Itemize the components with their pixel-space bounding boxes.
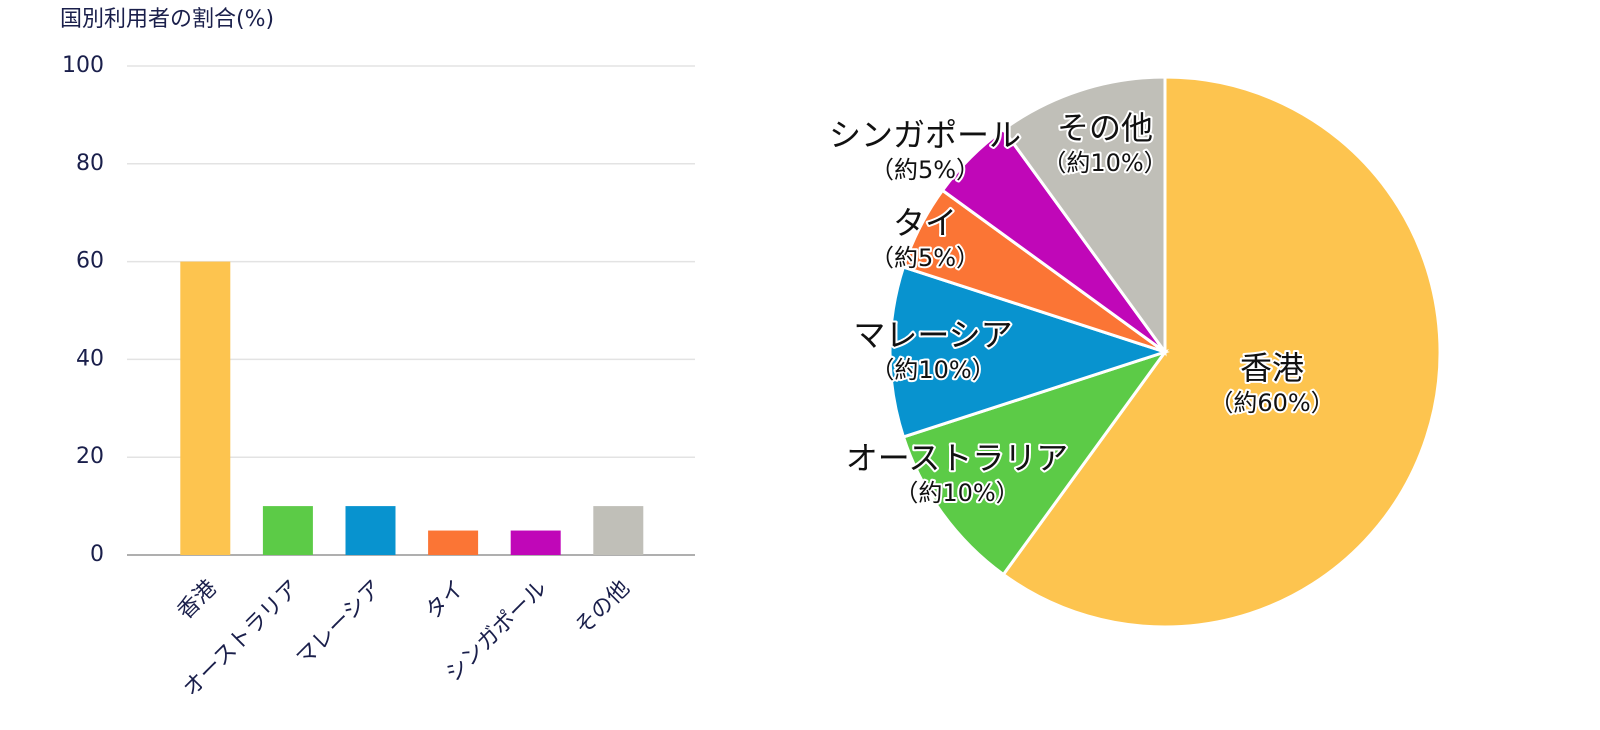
bar [262,506,313,555]
x-tick-label: 香港 [173,576,222,625]
pie-slice [888,265,1170,439]
slice-value-label: （約10%） [870,356,995,384]
x-tick-label: タイ [421,576,470,625]
slice-value-label: （約10%） [894,479,1019,507]
bar [510,530,561,555]
slice-label: その他 [1057,109,1153,147]
chart-title: 国別利用者の割合(%) [60,7,274,32]
x-tick-label: その他 [570,576,634,640]
slice-label: オーストラリア [846,439,1068,477]
slice-label: タイ [893,204,957,242]
slice-value-label: （約10%） [1042,149,1167,177]
slice-value-label: （約60%） [1209,389,1334,417]
slice-value-label: （約5%） [870,156,980,184]
y-tick-label: 80 [76,151,104,176]
bar [345,506,396,555]
y-tick-label: 0 [90,542,104,567]
y-tick-label: 60 [76,249,104,274]
pie-slice [1001,75,1167,357]
y-tick-label: 100 [62,53,104,78]
y-tick-label: 20 [76,444,104,469]
y-tick-label: 40 [76,346,104,371]
slice-label: マレーシア [853,316,1012,354]
pie-slice [1001,75,1442,629]
bar [593,506,644,555]
slice-label: 香港 [1240,349,1304,387]
bar [428,530,479,555]
slice-value-label: （約5%） [870,244,980,272]
pie-slice [901,349,1169,577]
x-tick-label: マレーシア [292,576,387,671]
slice-label: シンガポール [829,116,1021,154]
bar [180,261,231,555]
